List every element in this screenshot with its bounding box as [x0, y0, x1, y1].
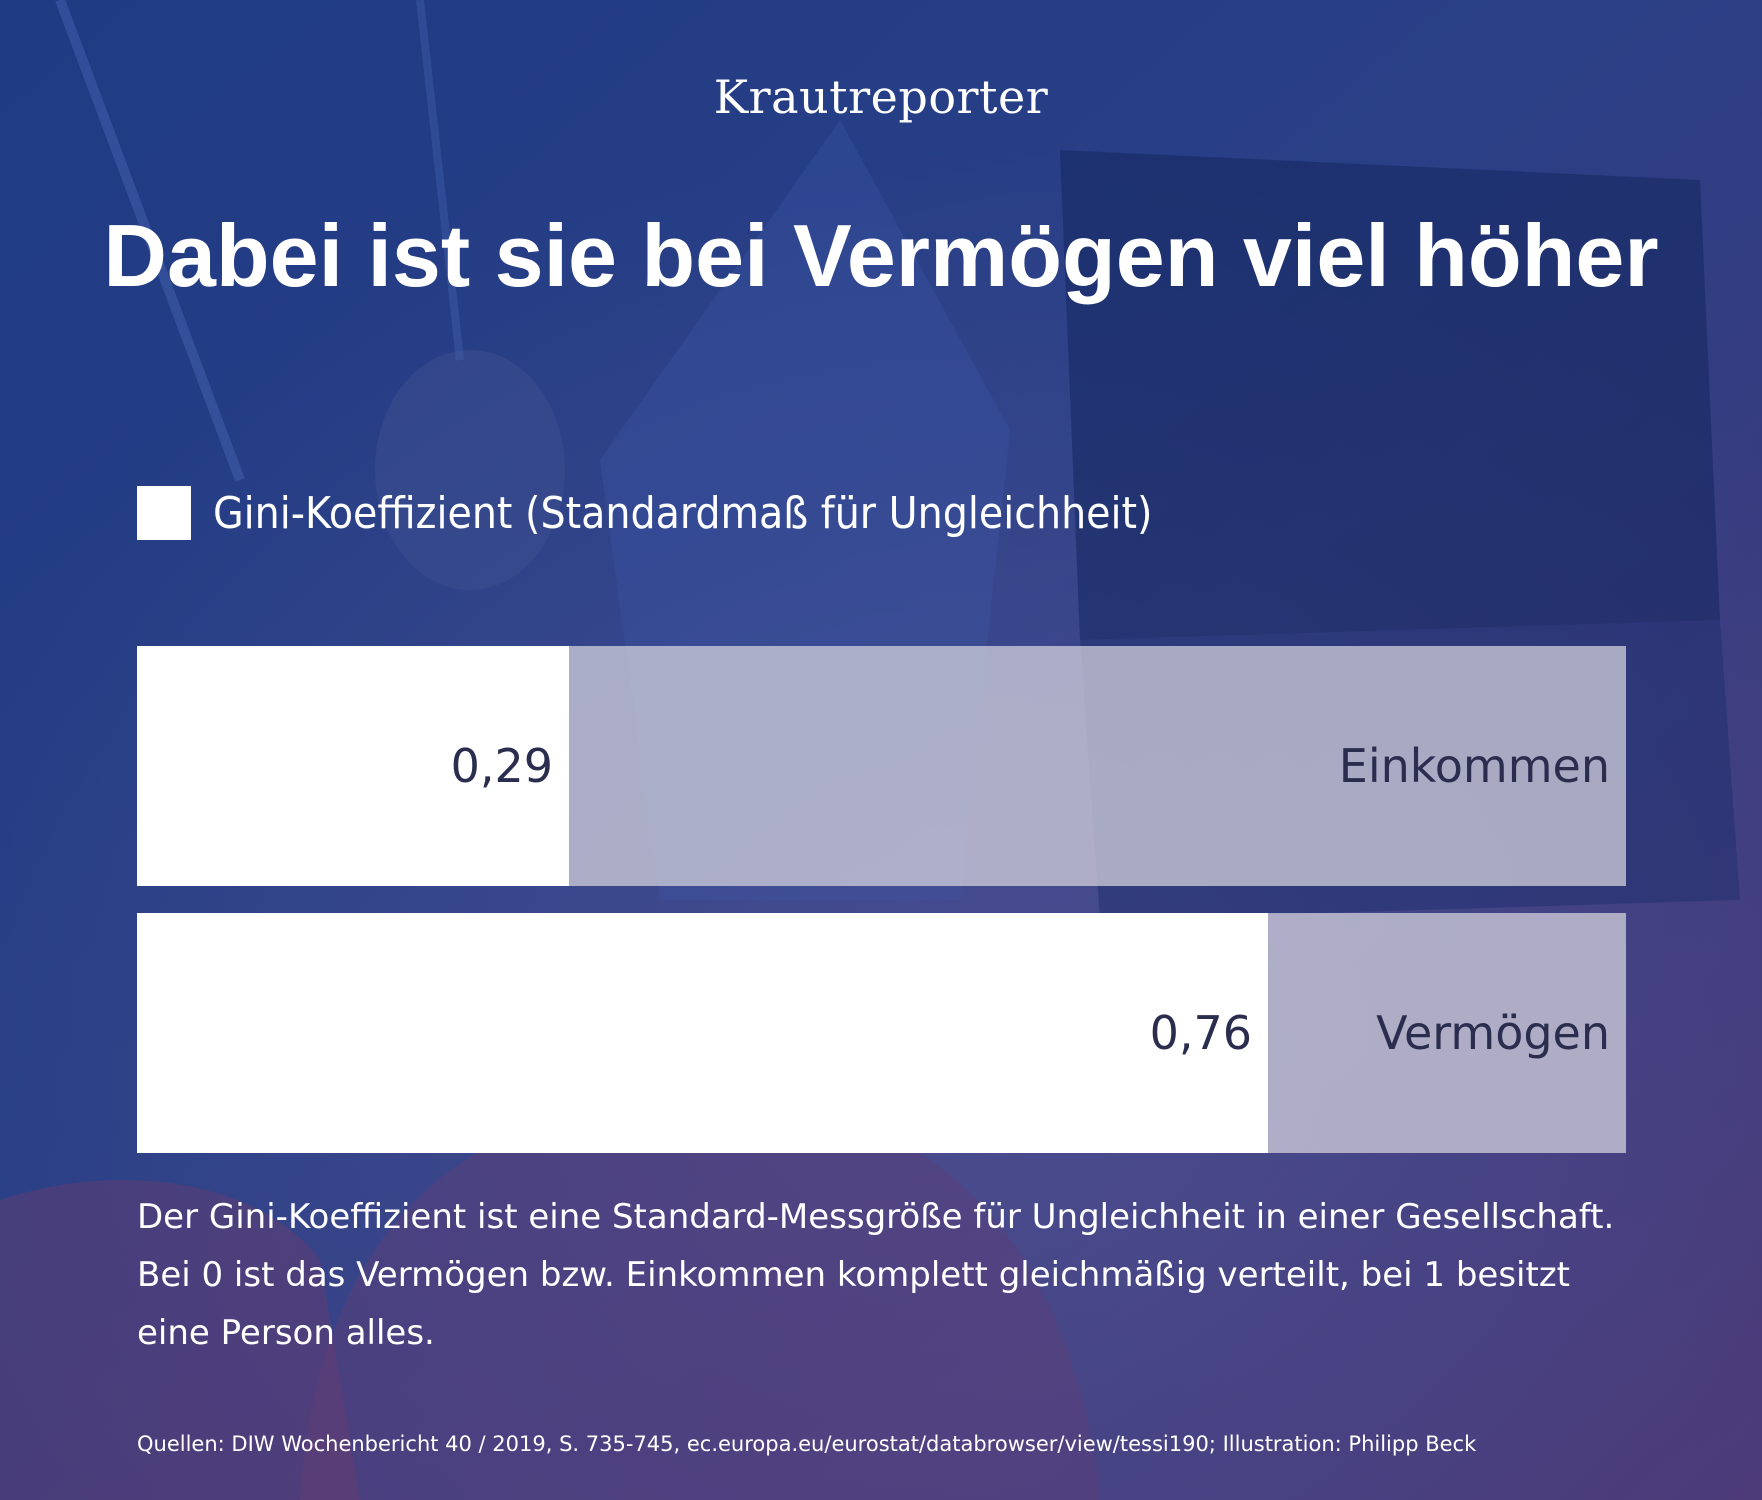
- chart-legend: Gini-Koeffizient (Standardmaß für Unglei…: [137, 485, 1153, 541]
- category-label-einkommen: Einkommen: [1339, 739, 1610, 793]
- source-credit: Quellen: DIW Wochenbericht 40 / 2019, S.…: [137, 1432, 1477, 1456]
- explanation-note: Der Gini-Koeffizient ist eine Standard-M…: [137, 1197, 1615, 1353]
- legend-label: Gini-Koeffizient (Standardmaß für Unglei…: [213, 487, 1153, 539]
- brand-logo: Krautreporter: [713, 70, 1049, 124]
- category-label-vermögen: Vermögen: [1376, 1006, 1610, 1060]
- bar-vermögen: [137, 913, 1268, 1153]
- bar-chart: 0,29 Einkommen 0,76 Vermögen: [137, 646, 1626, 1153]
- chart-title: Dabei ist sie bei Vermögen viel höher: [103, 206, 1659, 305]
- value-label-einkommen: 0,29: [451, 739, 553, 793]
- bar-einkommen: [137, 646, 569, 886]
- value-label-vermögen: 0,76: [1150, 1006, 1252, 1060]
- legend-swatch: [137, 486, 191, 540]
